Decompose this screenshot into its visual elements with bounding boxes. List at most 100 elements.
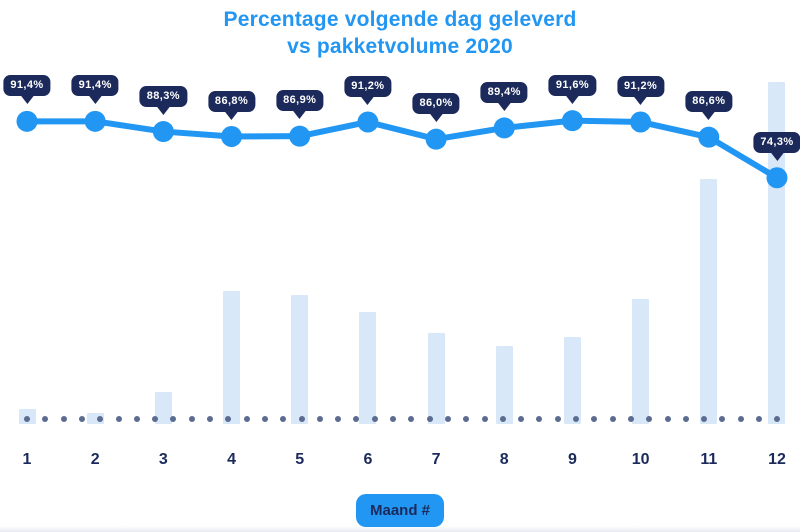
baseline-dot [737, 416, 744, 422]
baseline-dot [42, 416, 49, 422]
chart-title-line1: Percentage volgende dag geleverd [223, 8, 577, 31]
percentage-badge-month-4: 86,8% [207, 90, 256, 112]
baseline-dot [554, 416, 561, 422]
line-marker-month-2 [84, 110, 106, 132]
line-marker-month-3 [152, 121, 174, 143]
volume-bar-month-3 [154, 391, 172, 424]
baseline-dot [115, 416, 122, 422]
line-marker-month-11 [698, 126, 720, 148]
percentage-badge-month-8: 89,4% [480, 81, 528, 103]
baseline-dot [646, 416, 653, 422]
percentage-badge-month-9: 91,6% [548, 74, 597, 96]
percentage-line [24, 117, 780, 181]
line-marker-month-6 [357, 111, 379, 133]
baseline-dot [133, 416, 140, 422]
x-tick-month-1: 1 [22, 451, 32, 468]
volume-bar-month-7 [427, 333, 445, 424]
baseline-dot [316, 416, 323, 422]
percentage-badge-month-3: 88,3% [139, 85, 187, 107]
volume-bar-month-8 [495, 346, 513, 424]
baseline-dot [426, 416, 433, 422]
volume-bar-month-6 [359, 312, 377, 424]
line-marker-month-7 [425, 128, 447, 150]
x-tick-month-10: 10 [631, 451, 650, 468]
baseline-dot [444, 416, 451, 422]
baseline-dot [261, 416, 268, 422]
line-marker-month-1 [16, 110, 38, 132]
baseline-dot [719, 416, 726, 422]
baseline-dot [664, 416, 671, 422]
x-tick-month-9: 9 [567, 451, 577, 468]
baseline-dot [682, 416, 689, 422]
baseline-dot [481, 416, 488, 422]
volume-bar-month-5 [291, 295, 309, 424]
baseline-dot [573, 416, 579, 422]
baseline-dot [225, 416, 232, 422]
chart-title-line2: vs pakketvolume 2020 [287, 35, 513, 58]
percentage-badge-month-10: 91,2% [617, 75, 665, 97]
percentage-badge-month-6: 91,2% [344, 75, 392, 97]
x-tick-month-7: 7 [431, 451, 441, 468]
baseline-dot [408, 416, 415, 422]
baseline-dot [536, 416, 543, 422]
x-tick-month-8: 8 [499, 451, 509, 468]
baseline-dot [353, 416, 360, 422]
volume-bar-month-12 [768, 82, 786, 424]
baseline-dot [60, 416, 67, 422]
x-tick-month-5: 5 [295, 451, 305, 468]
baseline-dot [774, 416, 781, 422]
percentage-badge-month-11: 86,6% [685, 91, 733, 113]
percentage-badge-month-12: 74,3% [753, 131, 800, 153]
baseline-dot [756, 416, 762, 422]
volume-bar-month-2 [86, 413, 104, 424]
baseline-dot [609, 416, 616, 422]
baseline-dot [499, 416, 506, 422]
x-tick-month-3: 3 [158, 451, 168, 468]
baseline-dot [463, 416, 470, 422]
volume-bar-month-9 [563, 337, 581, 424]
line-marker-month-4 [221, 126, 243, 148]
percentage-badge-month-2: 91,4% [71, 75, 119, 97]
volume-bar-month-11 [700, 179, 718, 424]
x-tick-month-12: 12 [768, 451, 786, 468]
baseline-dot [298, 416, 305, 422]
baseline-dot [170, 416, 177, 422]
baseline-dot [591, 416, 598, 422]
baseline-dot [24, 416, 30, 422]
baseline-dot [188, 416, 195, 422]
chart-title: Percentage volgende dag geleverd vs pakk… [0, 6, 800, 60]
volume-bar-month-4 [223, 290, 241, 424]
baseline-dot [152, 416, 159, 422]
x-tick-month-11: 11 [700, 451, 718, 468]
line-marker-month-5 [289, 125, 311, 147]
volume-bar-month-10 [632, 299, 650, 424]
line-marker-month-8 [493, 117, 515, 139]
percentage-badge-month-7: 86,0% [412, 93, 460, 115]
baseline-dot [371, 416, 378, 422]
bottom-edge-gradient [0, 526, 800, 532]
percentage-badge-month-1: 91,4% [3, 75, 51, 97]
line-marker-month-10 [630, 111, 652, 133]
x-tick-month-4: 4 [227, 451, 236, 468]
baseline-dot [207, 416, 213, 422]
baseline-dot [518, 416, 525, 422]
line-marker-month-12 [766, 167, 788, 189]
x-axis-label-badge: Maand # [355, 494, 445, 527]
line-marker-month-9 [561, 110, 583, 132]
baseline-dot [701, 416, 708, 422]
baseline-dot [335, 416, 342, 422]
baseline-dot [390, 416, 396, 422]
baseline-dot [243, 416, 250, 422]
x-tick-month-6: 6 [363, 451, 373, 468]
x-tick-month-2: 2 [90, 451, 100, 468]
percentage-badge-month-5: 86,9% [276, 90, 324, 112]
baseline-dot [280, 416, 287, 422]
baseline-dot [97, 416, 104, 422]
baseline-dot [78, 416, 85, 422]
